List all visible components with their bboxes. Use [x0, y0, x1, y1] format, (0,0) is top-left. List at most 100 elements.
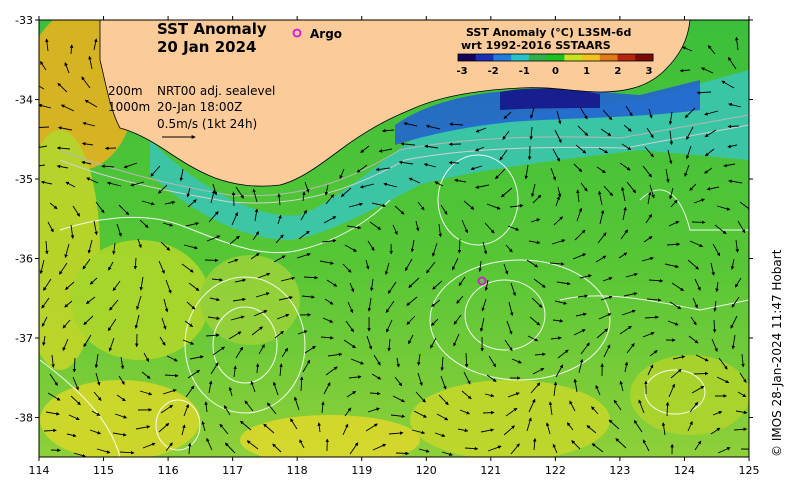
current-vector: [93, 220, 98, 236]
current-vector: [681, 46, 693, 52]
current-vector: [436, 413, 449, 421]
land-mass: [99, 20, 691, 187]
colorbar-border: [457, 53, 654, 62]
current-vector: [688, 335, 699, 344]
current-vector: [440, 356, 444, 372]
current-vector: [554, 300, 568, 305]
current-vector: [47, 221, 54, 233]
current-vector: [94, 353, 99, 369]
current-vector: [573, 378, 578, 393]
current-vector: [294, 396, 300, 411]
argo-float-marker: [477, 276, 487, 286]
current-vector: [451, 257, 459, 271]
current-vector: [381, 128, 395, 133]
current-vector: [339, 168, 345, 180]
current-vector: [166, 355, 178, 362]
current-vector: [272, 443, 282, 453]
current-vector: [526, 259, 539, 268]
current-vector: [91, 410, 101, 416]
current-vector: [484, 393, 495, 398]
colorbar-tick-label: -1: [519, 66, 530, 77]
current-vector: [484, 222, 495, 234]
current-vector: [619, 162, 631, 171]
colorbar-segment: [528, 54, 548, 61]
current-vector: [689, 183, 697, 191]
current-vector: [694, 278, 701, 291]
current-vector: [394, 376, 403, 387]
current-vector: [475, 184, 490, 189]
colorbar-title-line1: SST Anomaly (°C) L3SM-6d: [466, 26, 631, 39]
current-vector: [108, 337, 115, 352]
current-vector: [65, 181, 76, 188]
lon-tick-label: 124: [674, 464, 695, 477]
current-vector: [448, 160, 460, 165]
current-vector: [453, 314, 462, 325]
current-vector: [603, 344, 611, 358]
lat-tick-label: -38: [15, 412, 33, 425]
current-vector: [375, 167, 391, 172]
current-vector: [201, 420, 206, 432]
current-vector: [644, 146, 654, 158]
current-vector: [81, 142, 94, 146]
current-vector: [527, 145, 532, 161]
current-vector: [696, 90, 712, 95]
current-vector: [671, 282, 685, 291]
current-vector: [57, 82, 68, 93]
lon-tick-label: 118: [287, 464, 308, 477]
current-vector: [691, 385, 705, 394]
current-vector: [408, 334, 414, 345]
lon-tick-label: 115: [93, 464, 114, 477]
current-vector: [187, 199, 197, 208]
argo-legend-label: Argo: [310, 27, 342, 41]
current-vector: [603, 185, 613, 197]
current-vector: [579, 274, 592, 279]
current-vector: [56, 146, 71, 150]
current-vector: [668, 220, 680, 227]
current-vector: [575, 312, 587, 317]
current-vector: [668, 111, 673, 125]
current-vector: [552, 148, 560, 162]
current-vector: [684, 107, 696, 119]
plot-frame: [38, 19, 750, 458]
current-vector: [207, 316, 221, 321]
current-vector: [210, 189, 216, 204]
contour-label-1000m: 1000m: [108, 100, 150, 114]
current-vector: [730, 315, 738, 329]
current-vector: [95, 372, 101, 386]
current-vector: [210, 362, 219, 375]
current-vector: [208, 211, 219, 223]
current-vector: [530, 382, 541, 394]
current-vector: [298, 230, 310, 240]
current-vector: [372, 443, 387, 451]
current-vector: [408, 277, 420, 288]
current-vector: [553, 216, 564, 226]
current-vector: [710, 262, 715, 276]
current-vector: [367, 240, 375, 252]
current-vector: [348, 375, 362, 379]
current-vector: [274, 330, 284, 339]
vector-scale-label: 0.5m/s (1kt 24h): [157, 117, 257, 131]
current-vector: [529, 107, 535, 119]
current-vector: [45, 38, 49, 52]
current-vector: [278, 295, 293, 301]
current-vector: [235, 186, 244, 199]
current-vector: [430, 318, 439, 327]
current-vector: [134, 314, 140, 329]
current-vector: [84, 99, 98, 108]
current-vector: [107, 318, 117, 332]
current-vector: [499, 149, 508, 161]
current-vector: [554, 129, 562, 144]
current-vector: [212, 346, 225, 356]
current-vector: [70, 395, 81, 406]
current-vector: [641, 256, 654, 262]
current-vector: [602, 277, 613, 282]
current-vector: [258, 344, 265, 355]
current-vector: [228, 331, 242, 340]
current-vector: [621, 309, 636, 316]
current-vector: [692, 297, 698, 309]
current-vector: [509, 203, 524, 208]
current-vector: [116, 394, 126, 402]
current-vector: [591, 406, 599, 415]
current-vector: [263, 423, 275, 434]
current-vector: [716, 376, 730, 384]
